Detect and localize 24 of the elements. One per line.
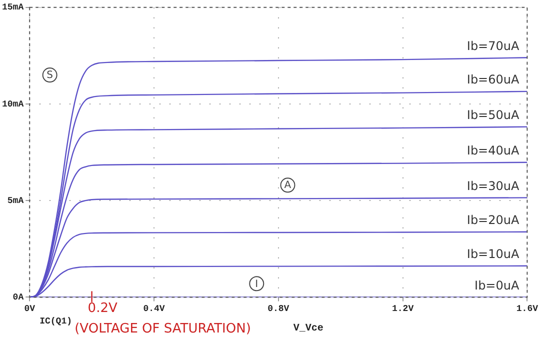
- y-tick-label: 15mA: [2, 2, 24, 13]
- series-label: Ib=50uA: [466, 108, 520, 122]
- annotation: S: [46, 70, 53, 82]
- text: (VOLTAGE OF SATURATION): [74, 322, 251, 337]
- series-label: Ib=70uA: [466, 38, 520, 53]
- series-label: Ib=10uA: [466, 247, 520, 262]
- y-tick-label: 0A: [12, 292, 24, 302]
- x-tick-label: 0V: [24, 304, 36, 314]
- series-label: Ib=20uA: [466, 213, 520, 228]
- y-tick-label: 5mA: [7, 196, 24, 206]
- x-tick-label: 0.8V: [268, 304, 290, 314]
- annotation: A: [284, 180, 292, 192]
- x-tick-label: 0.4V: [143, 304, 166, 314]
- x-tick-label: 1.2V: [392, 304, 414, 314]
- x-axis-title: V_Vce: [293, 324, 324, 335]
- series-label: Ib=40uA: [466, 143, 520, 158]
- annotation: I: [255, 278, 258, 290]
- x-tick-label: 1.6V: [516, 304, 539, 314]
- text: IC(Q1): [40, 316, 72, 326]
- series-label: Ib=60uA: [466, 72, 520, 87]
- series-label: Ib=30uA: [466, 178, 520, 193]
- annotation: 0.2V: [88, 301, 118, 316]
- y-tick-label: 10mA: [2, 99, 24, 110]
- series-label: Ib=0uA: [474, 278, 520, 292]
